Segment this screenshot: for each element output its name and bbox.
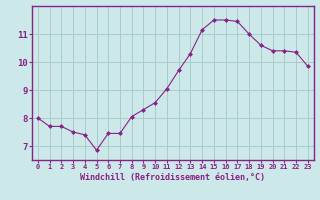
X-axis label: Windchill (Refroidissement éolien,°C): Windchill (Refroidissement éolien,°C) bbox=[80, 173, 265, 182]
